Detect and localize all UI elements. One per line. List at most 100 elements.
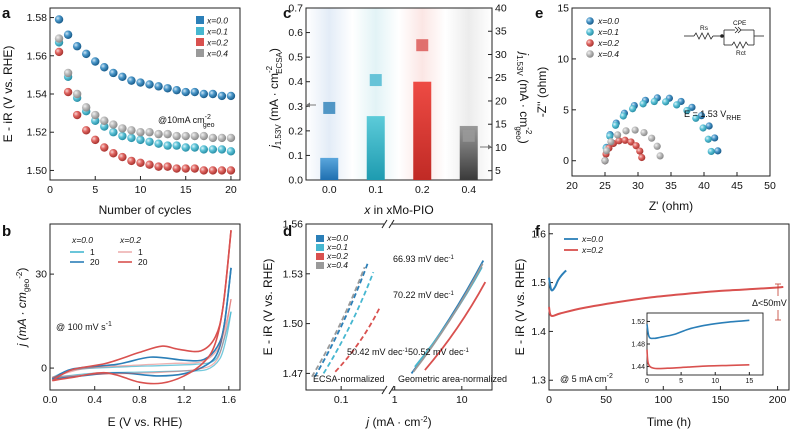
data-point-x00: [91, 57, 100, 66]
legend-swatch: [196, 16, 204, 24]
legend-label: x=0.0: [206, 16, 228, 26]
y-tick-label: 30: [495, 49, 507, 61]
data-point-x02: [72, 110, 82, 120]
y-tick-label: 5: [495, 165, 501, 177]
data-point-x02: [54, 47, 64, 57]
eis-point-x04: [640, 128, 648, 137]
panel-b-x-ticks: 0.0 0.4 0.8 1.2 1.6: [43, 386, 236, 406]
legend-label: x=0.4: [597, 49, 619, 59]
x-tick-label: 10: [135, 184, 147, 196]
eis-point-x01: [673, 101, 681, 109]
panel-c-xlabel: x in xMo-PIO: [363, 203, 433, 217]
x-tick-label: 20: [566, 180, 578, 192]
panel-f-x-ticks: 0 50 100 150 200: [546, 386, 786, 406]
data-point-x04: [91, 110, 100, 120]
panel-a-ylabel: E - iR (V vs. RHE): [1, 46, 15, 143]
data-point-x00: [226, 91, 236, 101]
data-point-x04: [154, 129, 163, 139]
data-point-x01: [208, 145, 218, 154]
data-point-x00: [199, 89, 209, 99]
panel-d-tafel-plots: d 1.471.501.531.56 0.1 1 10 x=0.0x=0.1x=0.…: [261, 219, 507, 430]
inset-y-tick-label: 1.52: [631, 319, 645, 326]
eis-point-x02: [627, 138, 635, 146]
legend-marker: [586, 28, 594, 36]
y-tick-label: 1.52: [27, 127, 48, 139]
legend-label: x=0.0: [581, 234, 603, 244]
legend-swatch: [196, 38, 204, 46]
y-tick-label: 1.6: [531, 228, 546, 240]
data-point-x01: [199, 145, 209, 154]
x-tick-label: 0.0: [322, 184, 337, 196]
legend-label: x=0.0: [597, 16, 619, 26]
data-point-x00: [109, 68, 118, 78]
y-tick-label: 15: [557, 3, 569, 15]
legend-label: 20: [138, 257, 148, 267]
legend-marker: [586, 39, 594, 47]
legend-swatch: [316, 262, 324, 269]
y-tick-label: 0.7: [288, 3, 303, 15]
data-point-x02: [109, 149, 118, 158]
panel-e-legend: x=0.0x=0.1x=0.2x=0.4: [586, 16, 619, 59]
data-point-x02: [81, 126, 91, 135]
x-tick-label: 50: [600, 394, 612, 406]
data-point-x02: [190, 164, 199, 173]
data-point-x02: [154, 162, 163, 171]
data-point-x04: [181, 131, 190, 141]
column-background: [306, 8, 353, 180]
data-point-x02: [199, 166, 209, 175]
legend-label: x=0.1: [206, 27, 228, 37]
stability-curve: [548, 269, 567, 292]
eis-point-x04: [653, 142, 661, 150]
data-point-x02: [181, 164, 190, 173]
x-tick-label: 0.0: [43, 394, 58, 406]
eis-point-x04: [648, 134, 656, 142]
x-tick-label: 0.1: [368, 184, 383, 196]
data-point-x01: [127, 133, 136, 143]
panel-c-right-y-ticks: 5 10 15 20 25 30 35 40: [488, 3, 507, 177]
x-tick-label: 0.4: [87, 394, 102, 406]
panel-letter-b: b: [2, 223, 11, 240]
cv-curve-forward: [52, 299, 232, 379]
panel-e-y-ticks: 0 5 10 15: [557, 3, 576, 167]
eis-point-x01: [606, 132, 614, 140]
inset-x-tick-label: 15: [745, 378, 753, 385]
y-tick-label: 1.56: [27, 50, 48, 62]
data-point-x04: [72, 89, 82, 99]
x-tick-label: 45: [731, 180, 743, 192]
x-tick-label: 0.8: [132, 394, 147, 406]
inset-x-tick-label: 0: [645, 378, 649, 385]
panel-c-axis-arrows: [306, 102, 492, 150]
y-tick-label: 10: [557, 53, 569, 65]
eis-point-x00: [714, 147, 722, 155]
data-point-x04: [109, 120, 118, 129]
panel-e-x-ticks: 20 25 30 35 40 45 50: [566, 172, 776, 192]
panel-letter-e: e: [535, 5, 543, 22]
panel-b-frame: [49, 223, 241, 391]
eis-point-x01: [707, 147, 715, 156]
x-tick-label: 10: [456, 394, 468, 406]
ecsa-tafel-line: [311, 266, 366, 378]
ecsa-tafel-line: [322, 271, 375, 374]
panel-f-annotation: @ 5 mA cm-2: [560, 373, 613, 384]
x-tick-label: 1: [392, 394, 398, 406]
data-point-x02: [217, 166, 227, 175]
panel-d-axis-break: [381, 219, 395, 395]
eis-point-x04: [614, 131, 622, 139]
legend-marker: [586, 17, 594, 25]
y-tick-label: 1.56: [283, 219, 304, 231]
panel-d-x-ticks: 0.1 1 10: [334, 386, 468, 406]
data-point-x04: [100, 116, 109, 125]
eis-point-x04: [631, 126, 639, 134]
data-point-x01: [217, 145, 227, 154]
panel-c-right-ylabel: j1.53V (mA · cm-2geo): [514, 50, 533, 143]
data-point-x02: [136, 158, 145, 167]
data-point-x00: [118, 72, 127, 82]
data-point-x04: [136, 128, 145, 137]
legend-swatch: [196, 49, 204, 57]
data-point-x00: [154, 82, 163, 91]
panel-f-delta-marker: [775, 283, 781, 321]
eis-point-x00: [705, 122, 713, 130]
data-point-x00: [63, 30, 73, 39]
y-tick-label: 1.53: [283, 268, 304, 280]
x-tick-label: 200: [769, 394, 787, 406]
